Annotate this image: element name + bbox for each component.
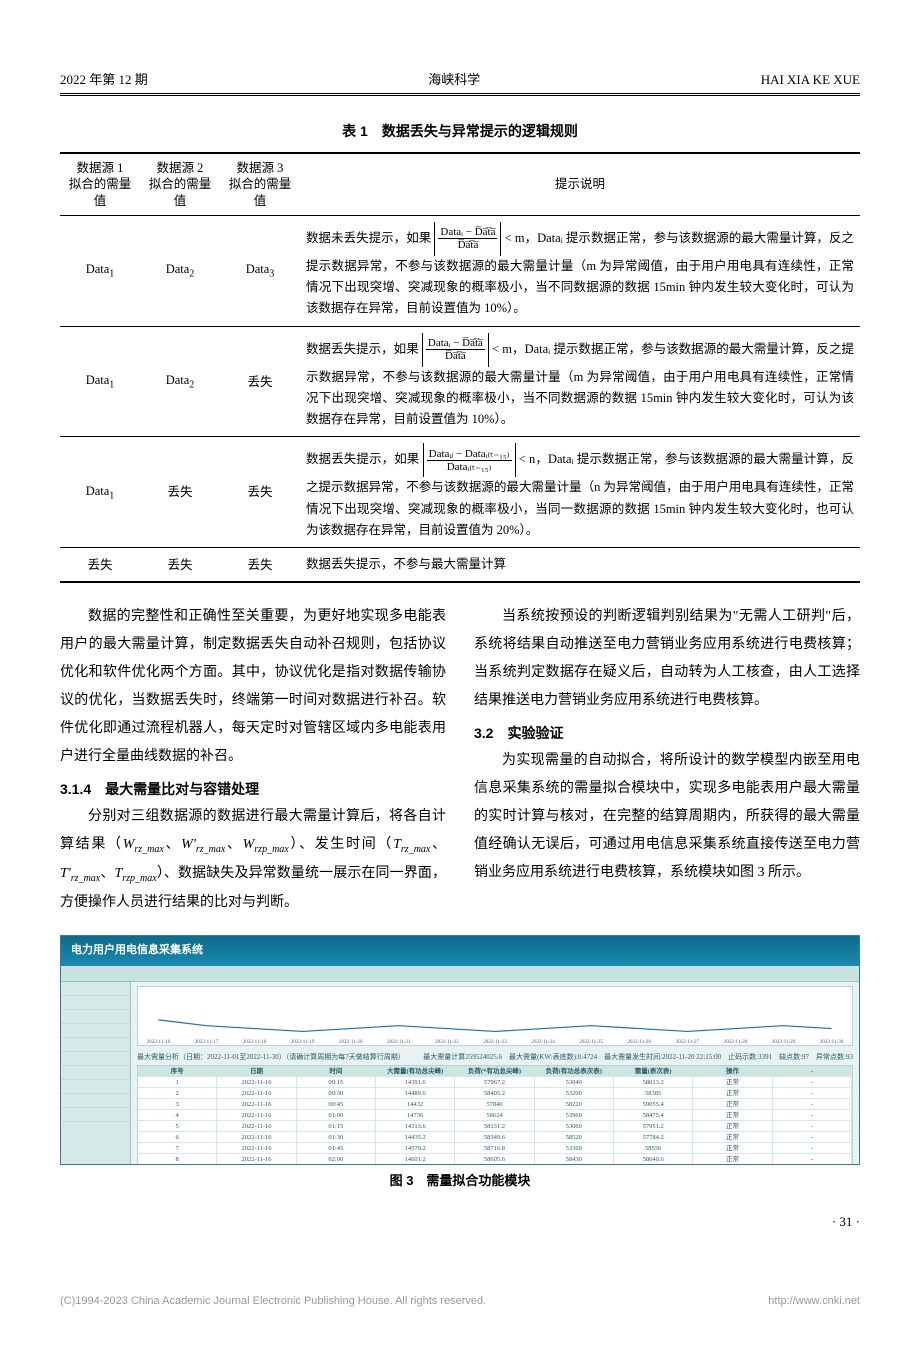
th-src2: 数据源 2拟合的需量值 bbox=[140, 153, 220, 215]
ss-chart: 2022-11-16 2022-11-17 2022-11-18 2022-11-19… bbox=[137, 986, 853, 1046]
page-number: · 31 · bbox=[60, 1212, 860, 1233]
th-desc: 提示说明 bbox=[300, 153, 860, 215]
ss-main: 2022-11-16 2022-11-17 2022-11-18 2022-11-19… bbox=[131, 982, 859, 1164]
left-p2: 分别对三组数据源的数据进行最大需量计算后，将各自计算结果（Wrz_max、W'r… bbox=[60, 803, 446, 917]
table-cell-src1: 丢失 bbox=[60, 548, 140, 583]
table-cell-src1: Data1 bbox=[60, 326, 140, 437]
screenshot: 电力用户用电信息采集系统 2022-11-162022-11-172022-11… bbox=[60, 935, 860, 1165]
table-cell-src1: Data1 bbox=[60, 215, 140, 326]
table-cell-src1: Data1 bbox=[60, 437, 140, 548]
svg-text:2022-11-30: 2022-11-30 bbox=[820, 1040, 844, 1045]
table-cell-desc: 数据丢失提示，不参与最大需量计算 bbox=[300, 548, 860, 583]
svg-text:2022-11-19: 2022-11-19 bbox=[291, 1040, 315, 1045]
svg-text:2022-11-23: 2022-11-23 bbox=[483, 1040, 507, 1045]
table-cell-src2: 丢失 bbox=[140, 437, 220, 548]
footer: (C)1994-2023 China Academic Journal Elec… bbox=[60, 1293, 860, 1311]
table-cell-src2: Data2 bbox=[140, 326, 220, 437]
table-cell-src3: 丢失 bbox=[220, 437, 300, 548]
page-header: 2022 年第 12 期 海峡科学 HAI XIA KE XUE bbox=[60, 70, 860, 94]
section-32: 3.2 实验验证 bbox=[474, 719, 860, 747]
table-cell-src2: 丢失 bbox=[140, 548, 220, 583]
right-p2: 为实现需量的自动拟合，将所设计的数学模型内嵌至用电信息采集系统的需量拟合模块中，… bbox=[474, 747, 860, 887]
ss-summary: 最大需量分析（日期：2022-11-01至2022-11-30）（请确计算周期为… bbox=[137, 1052, 853, 1063]
svg-text:2022-11-28: 2022-11-28 bbox=[724, 1040, 748, 1045]
svg-text:2022-11-24: 2022-11-24 bbox=[531, 1040, 555, 1045]
header-center: 海峡科学 bbox=[428, 70, 480, 91]
footer-right: http://www.cnki.net bbox=[768, 1293, 860, 1311]
right-column: 当系统按预设的判断逻辑判别结果为"无需人工研判"后，系统将结果自动推送至电力营销… bbox=[474, 603, 860, 917]
ss-title: 电力用户用电信息采集系统 bbox=[61, 936, 859, 966]
fig-caption: 图 3 需量拟合功能模块 bbox=[60, 1171, 860, 1192]
table-cell-src3: Data3 bbox=[220, 215, 300, 326]
header-left: 2022 年第 12 期 bbox=[60, 70, 148, 91]
th-src3: 数据源 3拟合的需量值 bbox=[220, 153, 300, 215]
ss-sidebar bbox=[61, 982, 131, 1164]
header-rule bbox=[60, 95, 860, 96]
table-cell-src2: Data2 bbox=[140, 215, 220, 326]
table-title: 表 1 数据丢失与异常提示的逻辑规则 bbox=[60, 120, 860, 142]
footer-left: (C)1994-2023 China Academic Journal Elec… bbox=[60, 1293, 486, 1311]
th-src1: 数据源 1拟合的需量值 bbox=[60, 153, 140, 215]
left-column: 数据的完整性和正确性至关重要，为更好地实现多电能表用户的最大需量计算，制定数据丢… bbox=[60, 603, 446, 917]
svg-text:2022-11-29: 2022-11-29 bbox=[772, 1040, 796, 1045]
table-cell-src3: 丢失 bbox=[220, 548, 300, 583]
table-cell-desc: 数据丢失提示，如果 Dataᵢⱼ − Dataᵢ₍ₜ₋₁₅₎Dataᵢ₍ₜ₋₁₅… bbox=[300, 437, 860, 548]
svg-text:2022-11-27: 2022-11-27 bbox=[676, 1040, 700, 1045]
left-p1: 数据的完整性和正确性至关重要，为更好地实现多电能表用户的最大需量计算，制定数据丢… bbox=[60, 603, 446, 771]
svg-text:2022-11-22: 2022-11-22 bbox=[435, 1040, 459, 1045]
rules-table: 数据源 1拟合的需量值 数据源 2拟合的需量值 数据源 3拟合的需量值 提示说明… bbox=[60, 152, 860, 583]
table-cell-src3: 丢失 bbox=[220, 326, 300, 437]
svg-text:2022-11-25: 2022-11-25 bbox=[579, 1040, 603, 1045]
figure-3: 电力用户用电信息采集系统 2022-11-162022-11-172022-11… bbox=[60, 935, 860, 1192]
svg-text:2022-11-26: 2022-11-26 bbox=[627, 1040, 651, 1045]
body-columns: 数据的完整性和正确性至关重要，为更好地实现多电能表用户的最大需量计算，制定数据丢… bbox=[60, 603, 860, 917]
svg-text:2022-11-16: 2022-11-16 bbox=[147, 1040, 171, 1045]
section-314: 3.1.4 最大需量比对与容错处理 bbox=[60, 775, 446, 803]
svg-text:2022-11-21: 2022-11-21 bbox=[387, 1040, 411, 1045]
ss-toolbar bbox=[61, 966, 859, 982]
table-cell-desc: 数据丢失提示，如果 Dataᵢ − D̅a̅t̅a̅D̅a̅t̅a̅ < m，D… bbox=[300, 326, 860, 437]
svg-text:2022-11-20: 2022-11-20 bbox=[339, 1040, 363, 1045]
svg-text:2022-11-17: 2022-11-17 bbox=[195, 1040, 219, 1045]
header-right: HAI XIA KE XUE bbox=[761, 70, 860, 91]
svg-text:2022-11-18: 2022-11-18 bbox=[243, 1040, 267, 1045]
right-p1: 当系统按预设的判断逻辑判别结果为"无需人工研判"后，系统将结果自动推送至电力营销… bbox=[474, 603, 860, 715]
table-cell-desc: 数据未丢失提示，如果 Dataᵢ − D̅a̅t̅a̅D̅a̅t̅a̅ < m，… bbox=[300, 215, 860, 326]
ss-grid: 序号日期时间大需量(有功总尖峰)负荷(*有功总尖峰)负荷(有功总表次表)需量(表… bbox=[137, 1065, 853, 1165]
